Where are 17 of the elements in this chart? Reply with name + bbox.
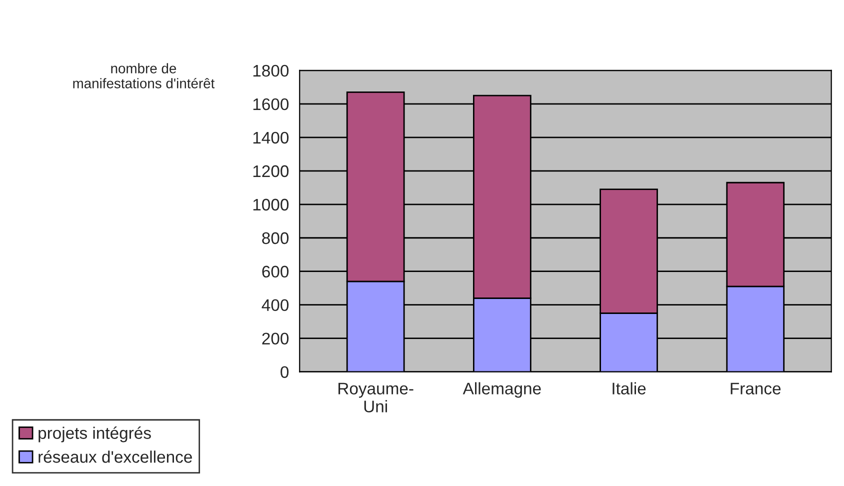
y-tick-label: 1800 [253, 64, 289, 77]
x-tick-label: Allemagne [462, 382, 541, 398]
y-tick-label: 800 [262, 232, 289, 244]
y-tick-label: 0 [280, 366, 289, 378]
y-tick-label: 1000 [253, 198, 289, 211]
x-tick-label: Italie [612, 382, 646, 394]
y-tick-label: 600 [262, 266, 289, 278]
y-tick-label: 200 [262, 332, 289, 345]
x-tick-label: Royaume- Uni [338, 382, 414, 412]
x-tick-label: France [730, 382, 781, 394]
y-tick-label: 1200 [253, 165, 289, 178]
legend-label: réseaux d'excellence [38, 450, 192, 463]
y-tick-label: 1600 [253, 98, 289, 110]
y-tick-label: 1400 [253, 132, 289, 144]
y-tick-label: 400 [262, 299, 289, 312]
legend-label: projets intégrés [38, 426, 151, 442]
y-axis-title: nombre de manifestations d'intérêt [73, 63, 215, 88]
